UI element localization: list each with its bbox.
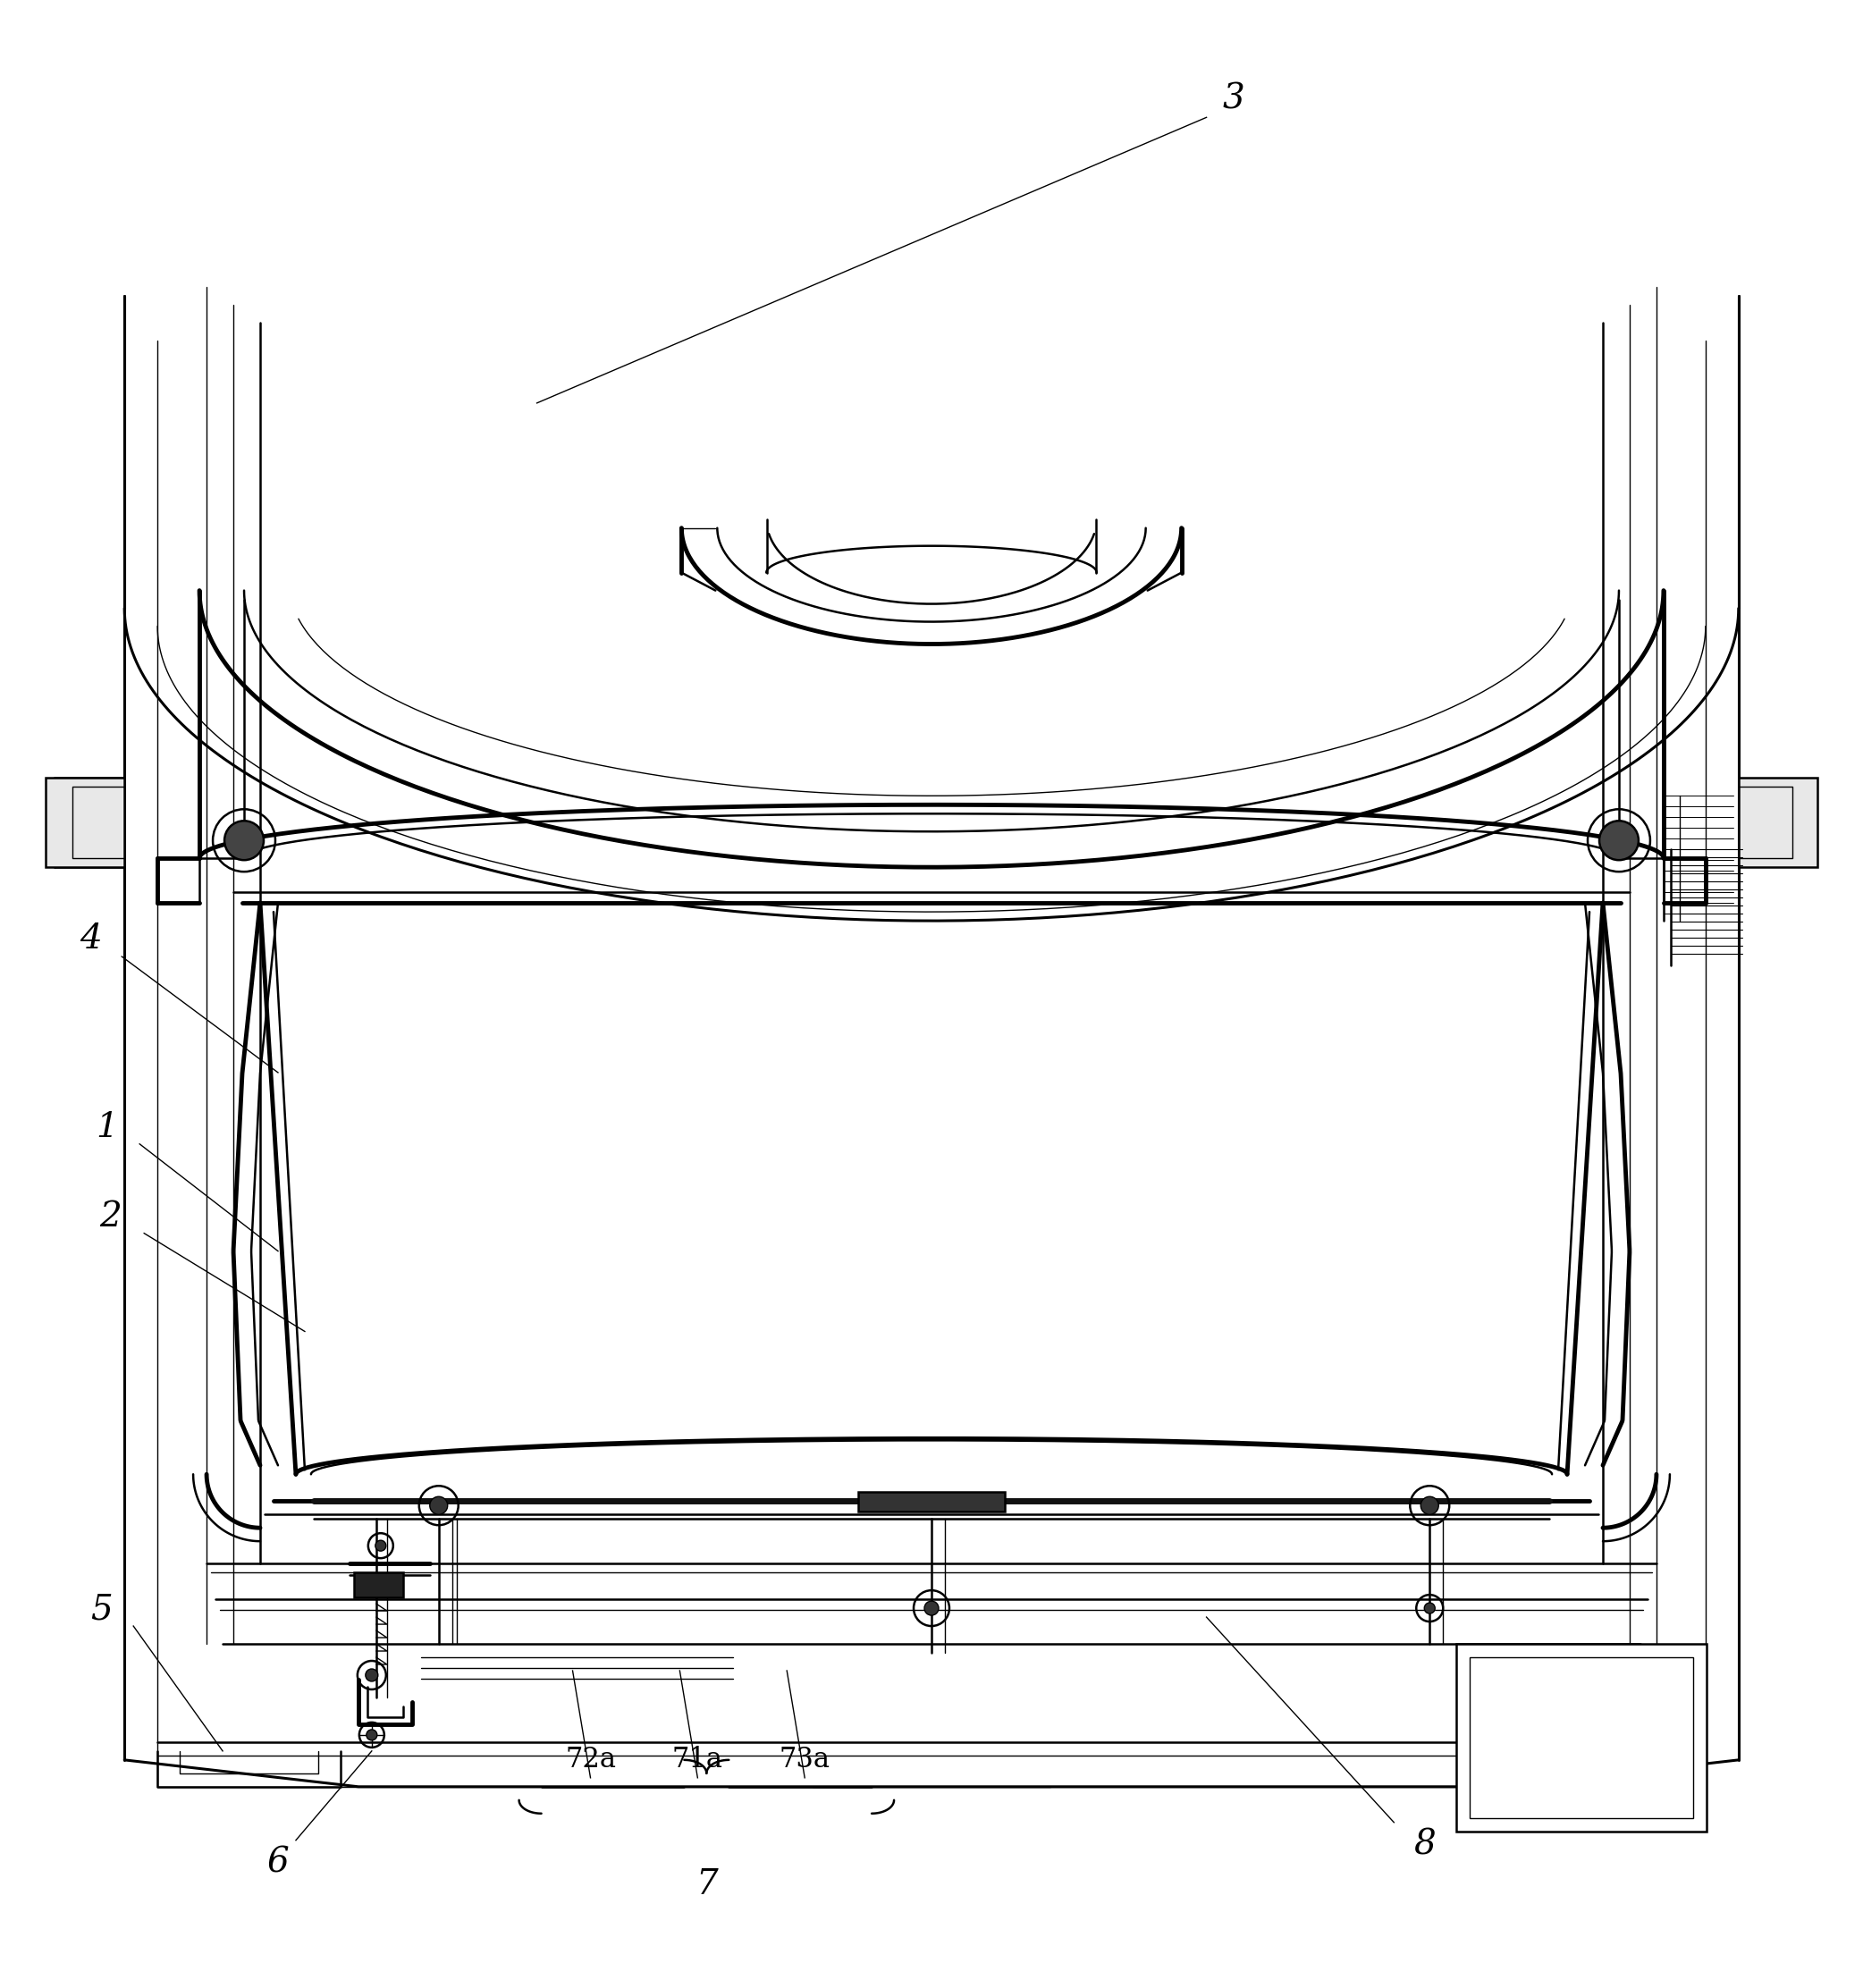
Text: 73a: 73a [779, 1745, 831, 1773]
Text: 8: 8 [1414, 1829, 1436, 1861]
Text: 2: 2 [99, 1201, 121, 1235]
Circle shape [1425, 1602, 1435, 1614]
Circle shape [224, 821, 265, 861]
Bar [1738, 777, 1816, 867]
Bar [354, 1573, 402, 1598]
Circle shape [367, 1730, 376, 1740]
Text: 4: 4 [80, 922, 102, 954]
Bar [1457, 1644, 1707, 1831]
Circle shape [1421, 1497, 1438, 1515]
Circle shape [374, 1541, 386, 1551]
Bar [1470, 1658, 1693, 1817]
Circle shape [924, 1600, 939, 1616]
Bar [47, 777, 125, 867]
Circle shape [365, 1668, 378, 1682]
Text: 3: 3 [1222, 83, 1244, 115]
Text: 6: 6 [266, 1847, 289, 1879]
Text: 72a: 72a [564, 1745, 617, 1773]
Text: 5: 5 [89, 1594, 112, 1626]
Bar [859, 1493, 1004, 1511]
Circle shape [430, 1497, 447, 1515]
Text: 7: 7 [695, 1869, 717, 1901]
Text: 1: 1 [95, 1111, 117, 1145]
Text: 71a: 71a [673, 1745, 723, 1773]
Circle shape [1598, 821, 1639, 861]
